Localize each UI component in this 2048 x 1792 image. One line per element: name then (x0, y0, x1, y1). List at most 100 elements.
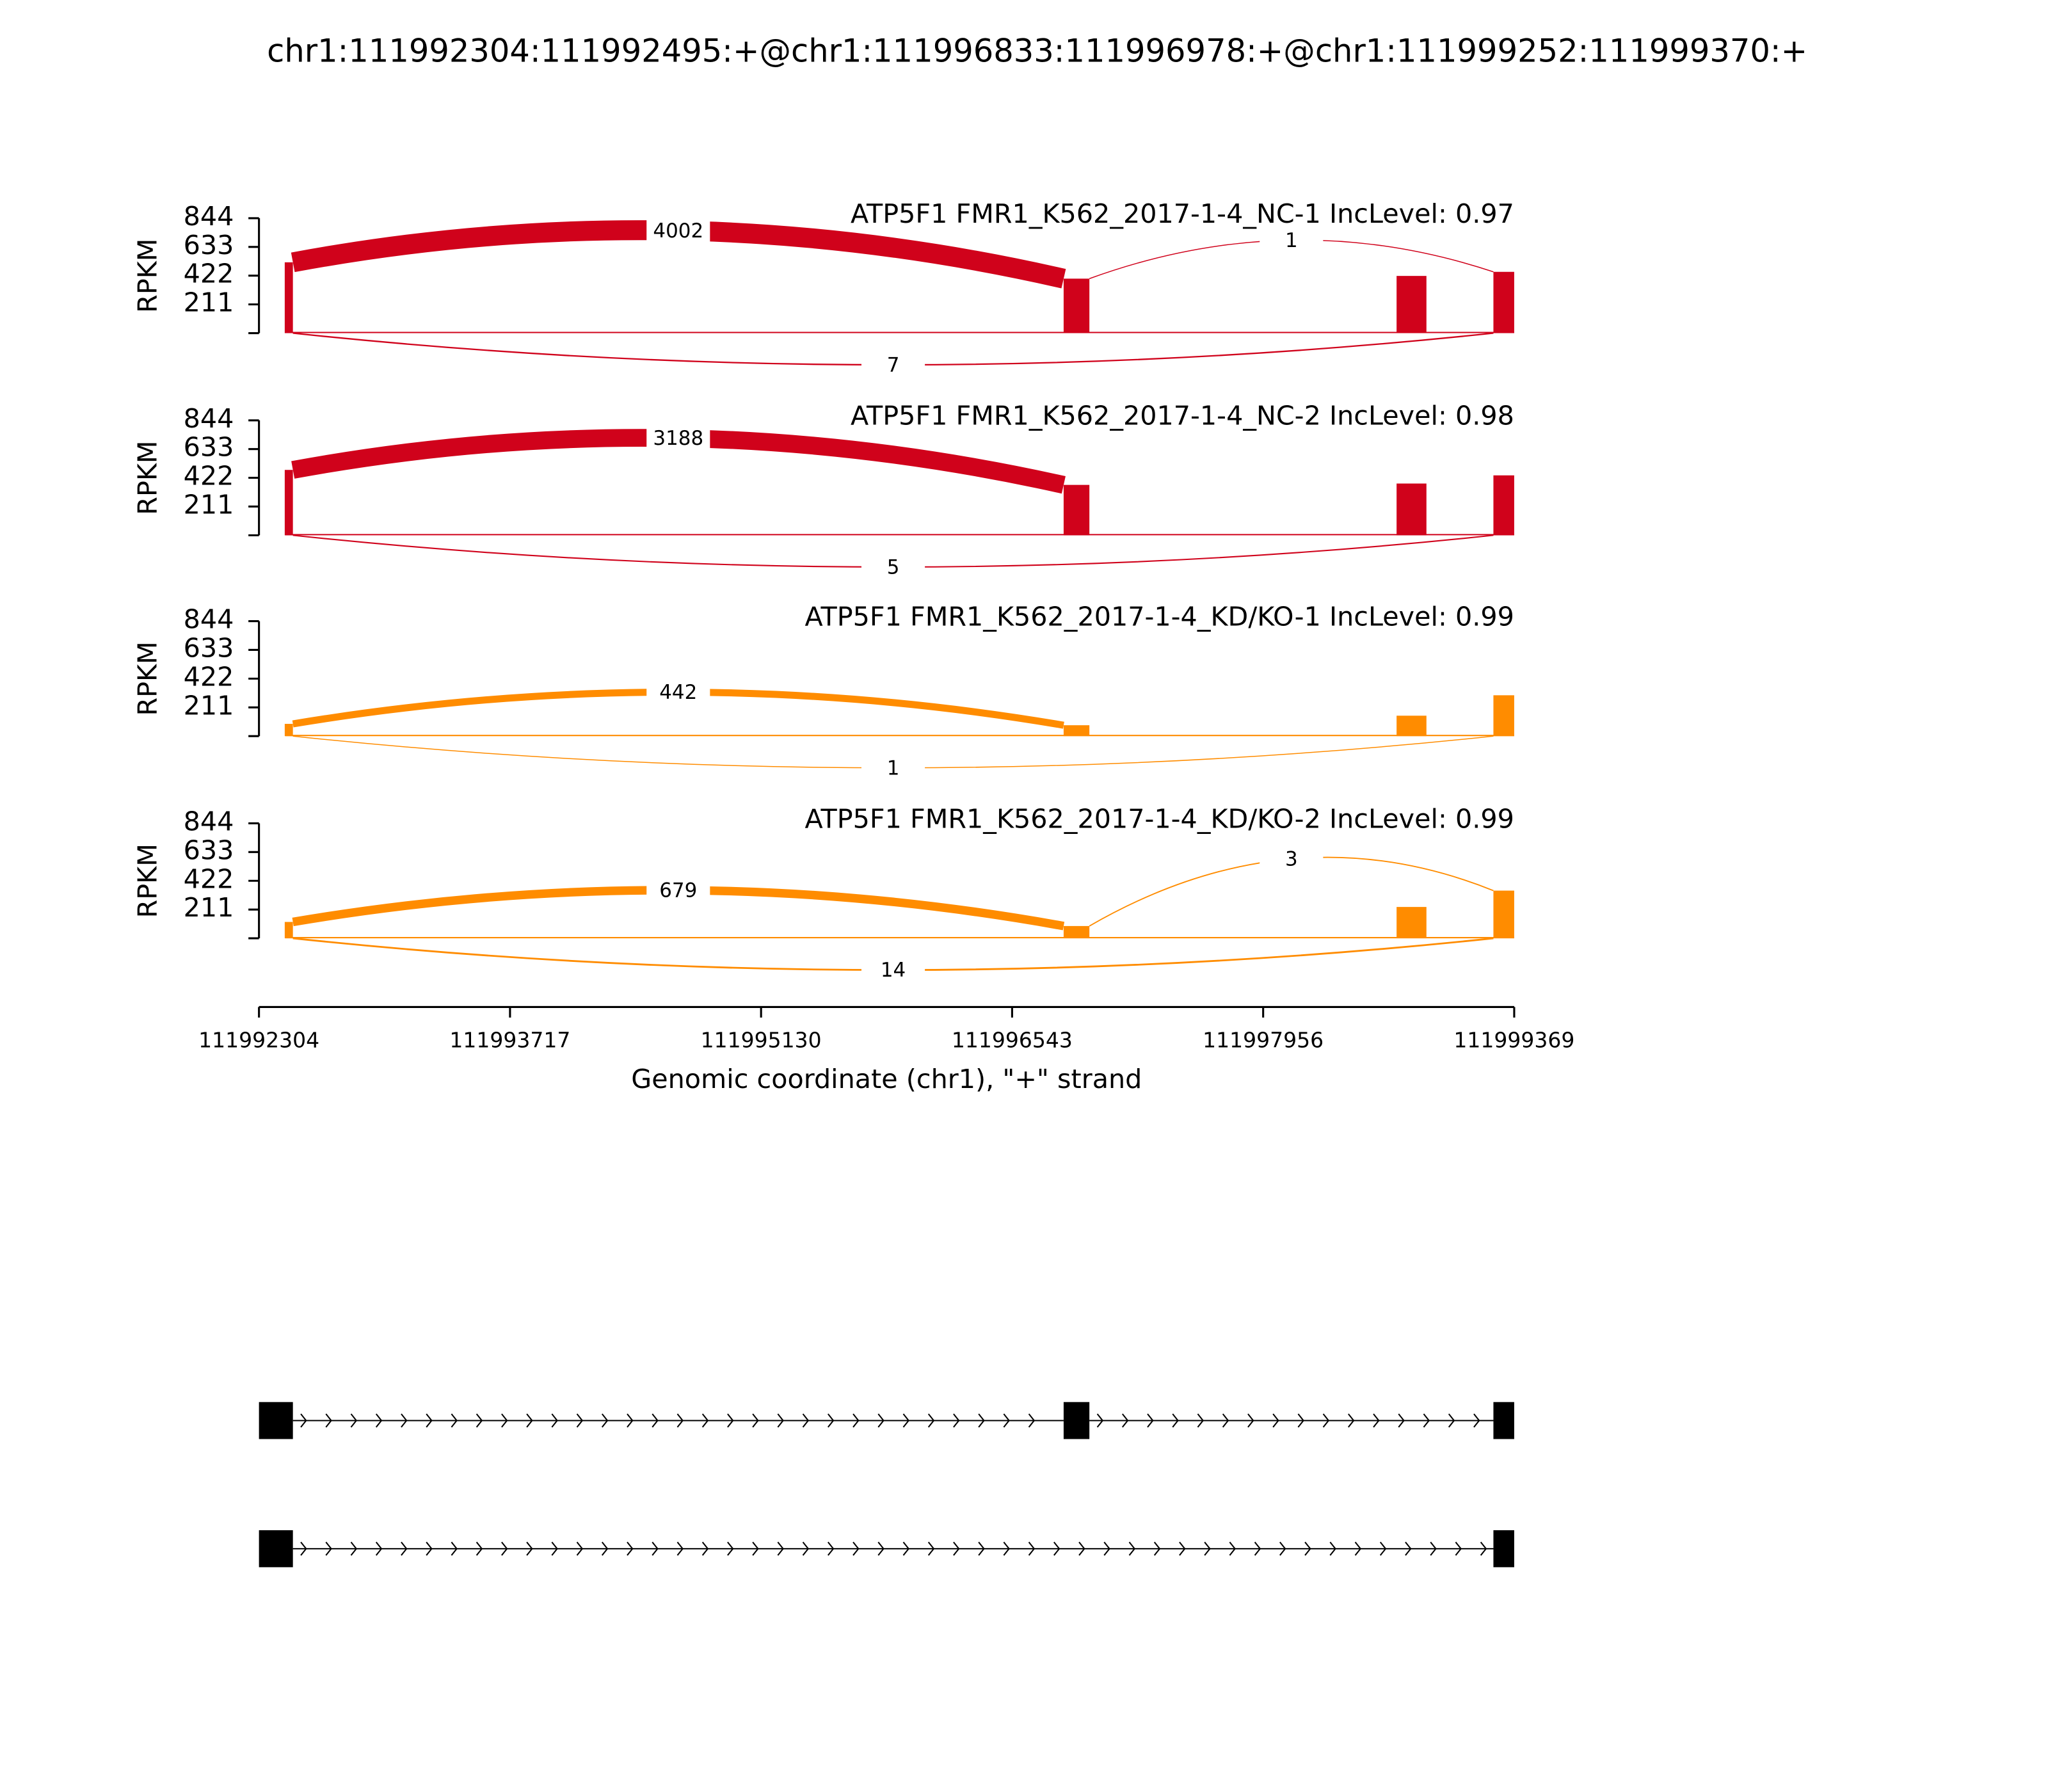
strand-arrow (526, 1413, 533, 1428)
strand-arrow (451, 1413, 458, 1428)
exon (1493, 1402, 1514, 1439)
y-tick-label: 422 (184, 461, 234, 492)
y-tick-label: 844 (184, 604, 234, 635)
strand-arrow (953, 1541, 960, 1556)
y-tick-label: 422 (184, 661, 234, 692)
strand-arrow (1480, 1541, 1487, 1556)
strand-arrow (627, 1541, 634, 1556)
strand-arrow (1153, 1541, 1161, 1556)
panel-title: ATP5F1 FMR1_K562_2017-1-4_NC-1 IncLevel:… (851, 198, 1514, 229)
x-tick-label: 111995130 (701, 1028, 822, 1053)
strand-arrow (1222, 1413, 1229, 1428)
strand-arrow (1003, 1413, 1010, 1428)
strand-arrow (1096, 1413, 1104, 1428)
strand-arrow (1028, 1541, 1036, 1556)
strand-arrow (501, 1541, 508, 1556)
y-tick-label: 211 (184, 287, 234, 318)
strand-arrow (1423, 1413, 1430, 1428)
panel-title: ATP5F1 FMR1_K562_2017-1-4_NC-2 IncLevel:… (851, 401, 1514, 431)
strand-arrow (1405, 1541, 1412, 1556)
junction-label-bg (646, 426, 710, 451)
coverage (1063, 484, 1090, 536)
strand-arrow (877, 1413, 884, 1428)
strand-arrow (701, 1541, 709, 1556)
y-tick-label: 211 (184, 489, 234, 520)
y-tick-label: 422 (184, 863, 234, 894)
strand-arrow (1448, 1413, 1455, 1428)
strand-arrow (1398, 1413, 1405, 1428)
strand-arrow (877, 1541, 884, 1556)
strand-arrow (1297, 1413, 1304, 1428)
strand-arrow (601, 1413, 609, 1428)
junction-label: 4002 (653, 220, 703, 243)
strand-arrow (476, 1413, 483, 1428)
strand-arrow (777, 1541, 784, 1556)
strand-arrow (1379, 1541, 1387, 1556)
strand-arrow (1272, 1413, 1279, 1428)
strand-arrow (601, 1541, 609, 1556)
strand-arrow (1103, 1541, 1110, 1556)
strand-arrow (451, 1541, 458, 1556)
strand-arrow (1053, 1541, 1060, 1556)
exon (259, 1530, 293, 1567)
junction-label: 1 (887, 756, 900, 780)
strand-arrow (827, 1413, 835, 1428)
exon (1063, 1402, 1090, 1439)
strand-arrow (1229, 1541, 1236, 1556)
strand-arrow (1254, 1541, 1261, 1556)
coverage (1493, 271, 1514, 333)
y-tick-label: 633 (184, 632, 234, 663)
y-tick-label: 844 (184, 806, 234, 836)
coverage (1493, 890, 1514, 939)
coverage (1396, 276, 1427, 333)
strand-arrow (1147, 1413, 1154, 1428)
coverage (1396, 483, 1427, 536)
strand-arrow (1348, 1413, 1355, 1428)
strand-arrow (1247, 1413, 1254, 1428)
coverage (1396, 907, 1427, 939)
strand-arrow (1197, 1413, 1204, 1428)
strand-arrow (727, 1413, 734, 1428)
y-axis-label: RPKM (132, 239, 163, 313)
junction-label-bg (1260, 847, 1324, 871)
panel-title: ATP5F1 FMR1_K562_2017-1-4_KD/KO-2 IncLev… (804, 803, 1514, 834)
y-tick-label: 844 (184, 403, 234, 434)
strand-arrow (852, 1541, 860, 1556)
junction-label: 5 (887, 556, 900, 579)
junction-label-bg (861, 555, 925, 579)
strand-arrow (676, 1413, 684, 1428)
strand-arrow (827, 1541, 835, 1556)
chart-title: chr1:111992304:111992495:+@chr1:11199683… (267, 32, 1807, 69)
strand-arrow (426, 1413, 433, 1428)
strand-arrow (300, 1541, 307, 1556)
strand-arrow (652, 1413, 659, 1428)
y-axis-label: RPKM (132, 641, 163, 716)
junction-label-bg (646, 218, 710, 243)
y-tick-label: 422 (184, 259, 234, 289)
x-tick-label: 111992304 (198, 1028, 319, 1053)
junction-label: 14 (881, 959, 906, 982)
strand-arrow (401, 1541, 408, 1556)
coverage (1493, 475, 1514, 536)
strand-arrow (1003, 1541, 1010, 1556)
x-tick-label: 111996543 (952, 1028, 1073, 1053)
strand-arrow (1279, 1541, 1286, 1556)
strand-arrow (1322, 1413, 1330, 1428)
y-tick-label: 211 (184, 690, 234, 721)
junction-label: 3188 (653, 427, 703, 450)
strand-arrow (576, 1413, 584, 1428)
strand-arrow (501, 1413, 508, 1428)
strand-arrow (927, 1413, 935, 1428)
y-tick-label: 633 (184, 230, 234, 260)
x-tick-label: 111997956 (1203, 1028, 1324, 1053)
exon (259, 1402, 293, 1439)
coverage (284, 922, 293, 939)
strand-arrow (1430, 1541, 1437, 1556)
x-tick-label: 111993717 (449, 1028, 570, 1053)
y-axis-label: RPKM (132, 440, 163, 515)
junction-label: 679 (659, 879, 697, 902)
